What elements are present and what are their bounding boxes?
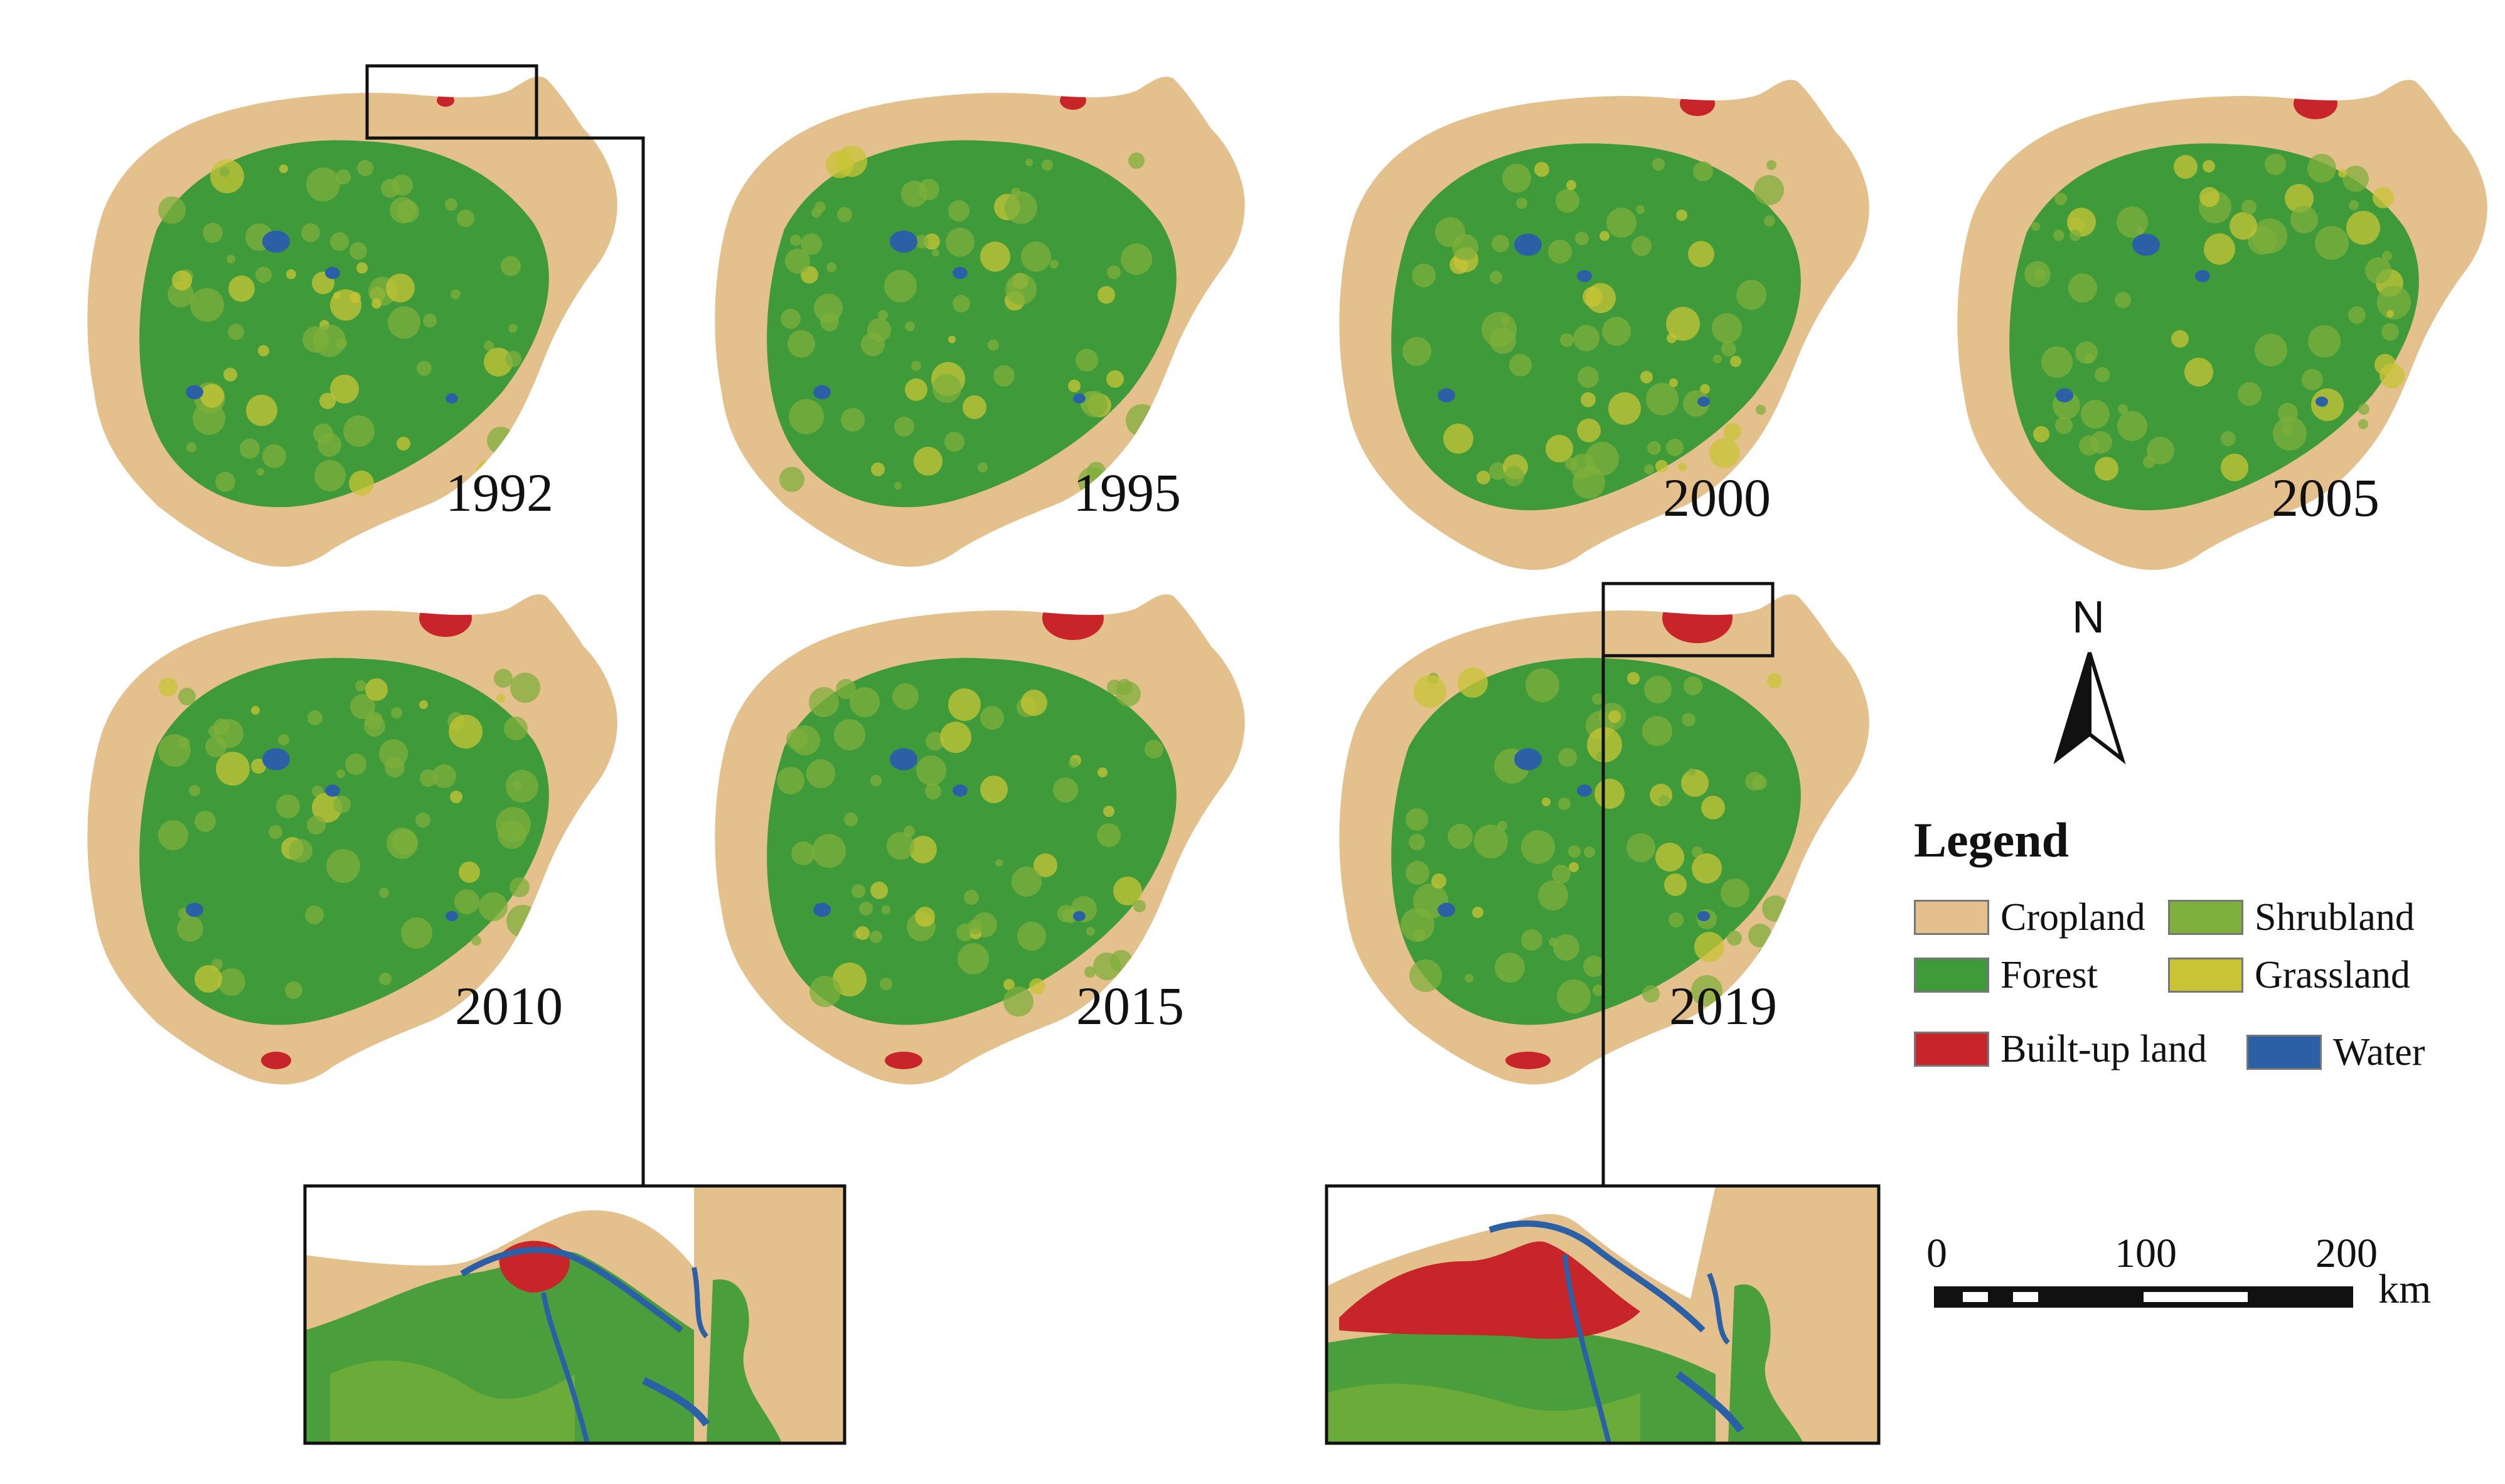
scale-tick-0: 0 bbox=[1926, 1230, 1947, 1276]
year-label-2019: 2019 bbox=[1669, 976, 1777, 1036]
year-label-2015: 2015 bbox=[1076, 976, 1184, 1036]
legend-item-grassland: Grassland bbox=[2168, 955, 2410, 995]
zoom-box-2019 bbox=[1601, 582, 1775, 658]
legend-item-cropland: Cropland bbox=[1914, 897, 2145, 937]
island-map-2019 bbox=[1339, 594, 1869, 1085]
scale-bar bbox=[1934, 1286, 2353, 1308]
island-map-2010 bbox=[87, 594, 617, 1085]
legend-label-built-up: Built-up land bbox=[2000, 1028, 2207, 1070]
forest-swatch bbox=[1914, 958, 1989, 993]
map-panels bbox=[87, 77, 2487, 1085]
year-label-2000: 2000 bbox=[1663, 467, 1771, 528]
island-map-2015 bbox=[715, 594, 1245, 1085]
year-label-2005: 2005 bbox=[2272, 467, 2379, 528]
year-label-2010: 2010 bbox=[455, 976, 563, 1036]
legend-label-forest: Forest bbox=[2000, 954, 2098, 996]
legend-item-built-up: Built-up land bbox=[1914, 1029, 2207, 1069]
grassland-swatch bbox=[2168, 958, 2243, 993]
island-map-2005 bbox=[1957, 80, 2487, 570]
scale-tick-100: 100 bbox=[2115, 1230, 2177, 1276]
legend-label-cropland: Cropland bbox=[2000, 896, 2145, 939]
legend-title: Legend bbox=[1914, 813, 2070, 867]
year-label-1992: 1992 bbox=[446, 462, 553, 523]
north-label: N bbox=[2072, 592, 2105, 643]
legend-label-grassland: Grassland bbox=[2255, 954, 2410, 996]
year-label-1995: 1995 bbox=[1073, 462, 1181, 523]
scale-tick-200: 200 bbox=[2315, 1230, 2378, 1276]
cropland-swatch bbox=[1914, 900, 1989, 935]
north-arrow-icon bbox=[2053, 652, 2126, 765]
shrubland-swatch bbox=[2168, 900, 2243, 935]
inset-connectors bbox=[365, 64, 1775, 1186]
legend-item-forest: Forest bbox=[1914, 955, 2098, 995]
island-map-2000 bbox=[1339, 80, 1869, 570]
legend-item-shrubland: Shrubland bbox=[2168, 897, 2415, 937]
legend-item-water: Water bbox=[2246, 1032, 2425, 1072]
water-swatch bbox=[2246, 1035, 2322, 1070]
inset-1992 bbox=[303, 1184, 847, 1445]
legend-label-water: Water bbox=[2333, 1031, 2425, 1074]
legend-label-shrubland: Shrubland bbox=[2255, 896, 2415, 939]
island-map-1992 bbox=[87, 77, 617, 567]
zoom-box-1992 bbox=[365, 64, 538, 140]
inset-2019 bbox=[1325, 1184, 1881, 1445]
built-up-swatch bbox=[1914, 1032, 1989, 1067]
scale-unit: km bbox=[2378, 1266, 2432, 1312]
